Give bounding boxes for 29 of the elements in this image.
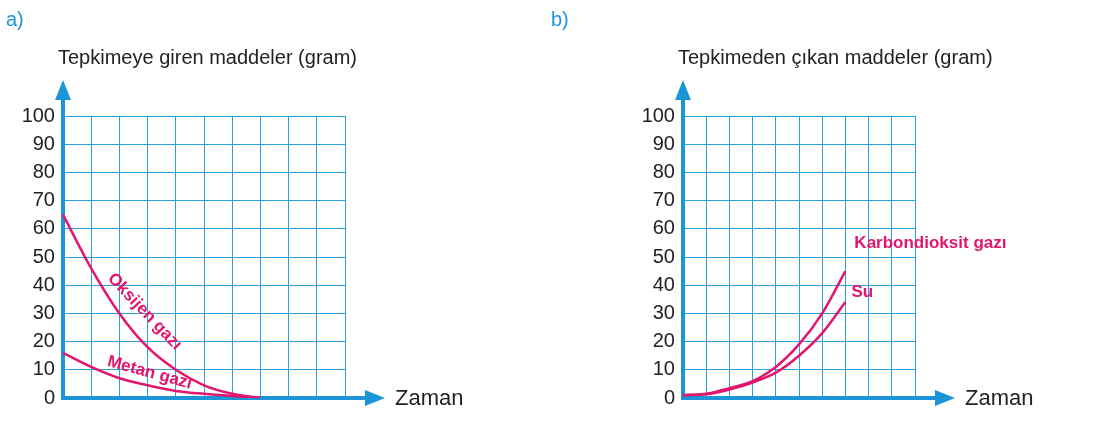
text: Metan gazı [105, 351, 195, 393]
y-tick-label: 100 [641, 103, 675, 126]
y-tick-label: 50 [32, 244, 55, 267]
x-axis-title: Zaman [965, 385, 1034, 411]
y-tick-label: 10 [652, 357, 675, 380]
y-tick-label: 40 [32, 272, 55, 295]
y-tick-label: 100 [21, 103, 55, 126]
y-tick-label: 20 [652, 329, 675, 352]
y-tick-label: 0 [663, 385, 675, 408]
y-tick-label: 90 [32, 131, 55, 154]
y-tick-label: 60 [32, 216, 55, 239]
chart-title: a) [6, 8, 24, 31]
chart-title: b) [551, 8, 569, 31]
y-tick-label: 50 [652, 244, 675, 267]
y-tick-label: 30 [652, 300, 675, 323]
y-axis-title: Tepkimeden çıkan maddeler (gram) [678, 46, 993, 69]
y-tick-label: 70 [652, 188, 675, 211]
x-axis-title: Zaman [395, 385, 464, 411]
y-axis-title: Tepkimeye giren maddeler (gram) [58, 46, 358, 69]
y-tick-label: 70 [32, 188, 55, 211]
y-tick-label: 10 [32, 357, 55, 380]
y-tick-label: 60 [652, 216, 675, 239]
y-tick-label: 90 [652, 131, 675, 154]
y-tick-label: 40 [652, 272, 675, 295]
y-tick-label: 30 [32, 300, 55, 323]
y-tick-label: 20 [32, 329, 55, 352]
y-tick-label: 0 [43, 385, 55, 408]
y-tick-label: 80 [652, 159, 675, 182]
y-tick-label: 80 [32, 159, 55, 182]
